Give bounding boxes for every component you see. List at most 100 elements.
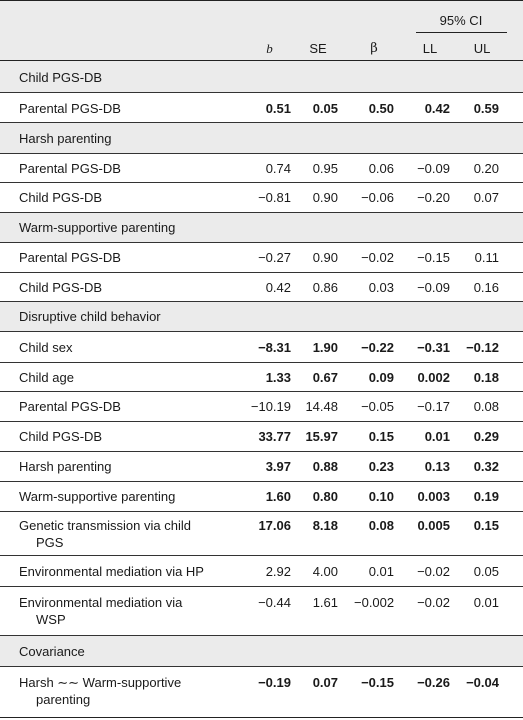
row-label-line1: Harsh ∼∼ Warm-supportive — [19, 675, 182, 690]
cell-beta: 0.10 — [368, 489, 394, 504]
cell-ll: 0.01 — [424, 429, 450, 444]
row-label: Genetic transmission via child PGS — [19, 517, 191, 551]
cell-se: 1.90 — [312, 340, 338, 355]
row-label: Child PGS-DB — [19, 280, 103, 295]
cell-se: 0.67 — [312, 370, 338, 385]
cell-se: 0.90 — [312, 250, 338, 265]
cell-b: 17.06 — [258, 518, 291, 533]
cell-ll: −0.20 — [417, 190, 450, 205]
cell-ll: −0.26 — [417, 675, 450, 690]
table-row: Child PGS-DB 33.77 15.97 0.15 0.01 0.29 — [0, 422, 523, 452]
cell-ul: 0.20 — [473, 161, 499, 176]
cell-ul: 0.08 — [473, 399, 499, 414]
row-label: Child PGS-DB — [19, 429, 103, 444]
cell-ul: 0.07 — [473, 190, 499, 205]
cell-ll: −0.15 — [417, 250, 450, 265]
table-row: Child age 1.33 0.67 0.09 0.002 0.18 — [0, 363, 523, 392]
table-row: Harsh ∼∼ Warm-supportive parenting −0.19… — [0, 667, 523, 718]
row-label: Parental PGS-DB — [19, 250, 121, 265]
cell-ll: 0.005 — [417, 518, 450, 533]
row-label: Disruptive child behavior — [19, 309, 161, 324]
cell-ul: −0.12 — [466, 340, 499, 355]
cell-ll: −0.02 — [417, 595, 450, 610]
row-label: Parental PGS-DB — [19, 161, 121, 176]
cell-se: 0.07 — [312, 675, 338, 690]
cell-ul: −0.04 — [466, 675, 499, 690]
cell-ul: 0.19 — [473, 489, 499, 504]
row-label: Parental PGS-DB — [19, 399, 121, 414]
cell-ll: −0.31 — [417, 340, 450, 355]
cell-b: 0.74 — [265, 161, 291, 176]
row-label: Harsh parenting — [19, 459, 112, 474]
cell-ll: −0.02 — [417, 564, 450, 579]
cell-b: −0.44 — [258, 595, 291, 610]
cell-beta: −0.05 — [361, 399, 394, 414]
cell-ll: 0.13 — [424, 459, 450, 474]
cell-beta: 0.50 — [368, 101, 394, 116]
row-label-line2: WSP — [36, 612, 66, 627]
row-label-line2: parenting — [36, 692, 91, 707]
section-row: Harsh parenting — [0, 123, 523, 154]
table-row: Child PGS-DB −0.81 0.90 −0.06 −0.20 0.07 — [0, 183, 523, 213]
cell-ul: 0.01 — [473, 595, 499, 610]
section-row: Disruptive child behavior — [0, 302, 523, 332]
cell-se: 0.05 — [312, 101, 338, 116]
cell-beta: 0.03 — [368, 280, 394, 295]
cell-ll: 0.42 — [424, 101, 450, 116]
cell-ll: 0.002 — [417, 370, 450, 385]
cell-b: −0.19 — [258, 675, 291, 690]
row-label: Child PGS-DB — [19, 70, 103, 85]
cell-se: 0.95 — [312, 161, 338, 176]
cell-b: 1.60 — [265, 489, 291, 504]
table-row: Harsh parenting 3.97 0.88 0.23 0.13 0.32 — [0, 452, 523, 482]
cell-ul: 0.05 — [473, 564, 499, 579]
cell-beta: −0.22 — [361, 340, 394, 355]
cell-se: 8.18 — [312, 518, 338, 533]
cell-ll: −0.09 — [417, 161, 450, 176]
cell-se: 0.86 — [312, 280, 338, 295]
col-header-b: b — [266, 41, 273, 56]
cell-b: 3.97 — [265, 459, 291, 474]
cell-b: −10.19 — [250, 399, 291, 414]
table-row: Environmental mediation via HP 2.92 4.00… — [0, 556, 523, 587]
cell-ul: 0.32 — [473, 459, 499, 474]
cell-b: −0.81 — [258, 190, 291, 205]
col-header-beta: β — [370, 41, 378, 56]
table-row: Parental PGS-DB 0.74 0.95 0.06 −0.09 0.2… — [0, 154, 523, 183]
row-label: Child age — [19, 370, 74, 385]
cell-se: 0.90 — [312, 190, 338, 205]
row-label: Harsh ∼∼ Warm-supportive parenting — [19, 674, 181, 708]
cell-ll: 0.003 — [417, 489, 450, 504]
cell-ul: 0.15 — [473, 518, 499, 533]
row-label: Warm-supportive parenting — [19, 220, 176, 235]
cell-beta: 0.06 — [368, 161, 394, 176]
col-header-se: SE — [309, 41, 327, 56]
cell-beta: 0.08 — [368, 518, 394, 533]
table-row: Child PGS-DB 0.42 0.86 0.03 −0.09 0.16 — [0, 273, 523, 302]
row-label: Environmental mediation via WSP — [19, 594, 182, 628]
table-row: Child sex −8.31 1.90 −0.22 −0.31 −0.12 — [0, 332, 523, 363]
cell-b: −0.27 — [258, 250, 291, 265]
row-label-line2: PGS — [36, 535, 64, 550]
table-row: Environmental mediation via WSP −0.44 1.… — [0, 587, 523, 636]
row-label: Harsh parenting — [19, 131, 112, 146]
cell-beta: −0.15 — [361, 675, 394, 690]
cell-beta: −0.002 — [354, 595, 395, 610]
cell-se: 4.00 — [312, 564, 338, 579]
cell-b: 1.33 — [265, 370, 291, 385]
section-row: Child PGS-DB — [0, 61, 523, 93]
table-header: 95% CI b SE β LL UL — [0, 0, 523, 61]
row-label-line1: Environmental mediation via — [19, 595, 183, 610]
cell-ul: 0.59 — [473, 101, 499, 116]
cell-b: 2.92 — [265, 564, 291, 579]
row-label: Covariance — [19, 644, 85, 659]
row-label: Child sex — [19, 340, 73, 355]
cell-ll: −0.17 — [417, 399, 450, 414]
section-row: Covariance — [0, 636, 523, 667]
table-row: Warm-supportive parenting 1.60 0.80 0.10… — [0, 482, 523, 512]
cell-beta: 0.09 — [368, 370, 394, 385]
row-label: Environmental mediation via HP — [19, 564, 204, 579]
row-label: Warm-supportive parenting — [19, 489, 176, 504]
cell-beta: 0.15 — [368, 429, 394, 444]
cell-ul: 0.11 — [474, 250, 499, 265]
